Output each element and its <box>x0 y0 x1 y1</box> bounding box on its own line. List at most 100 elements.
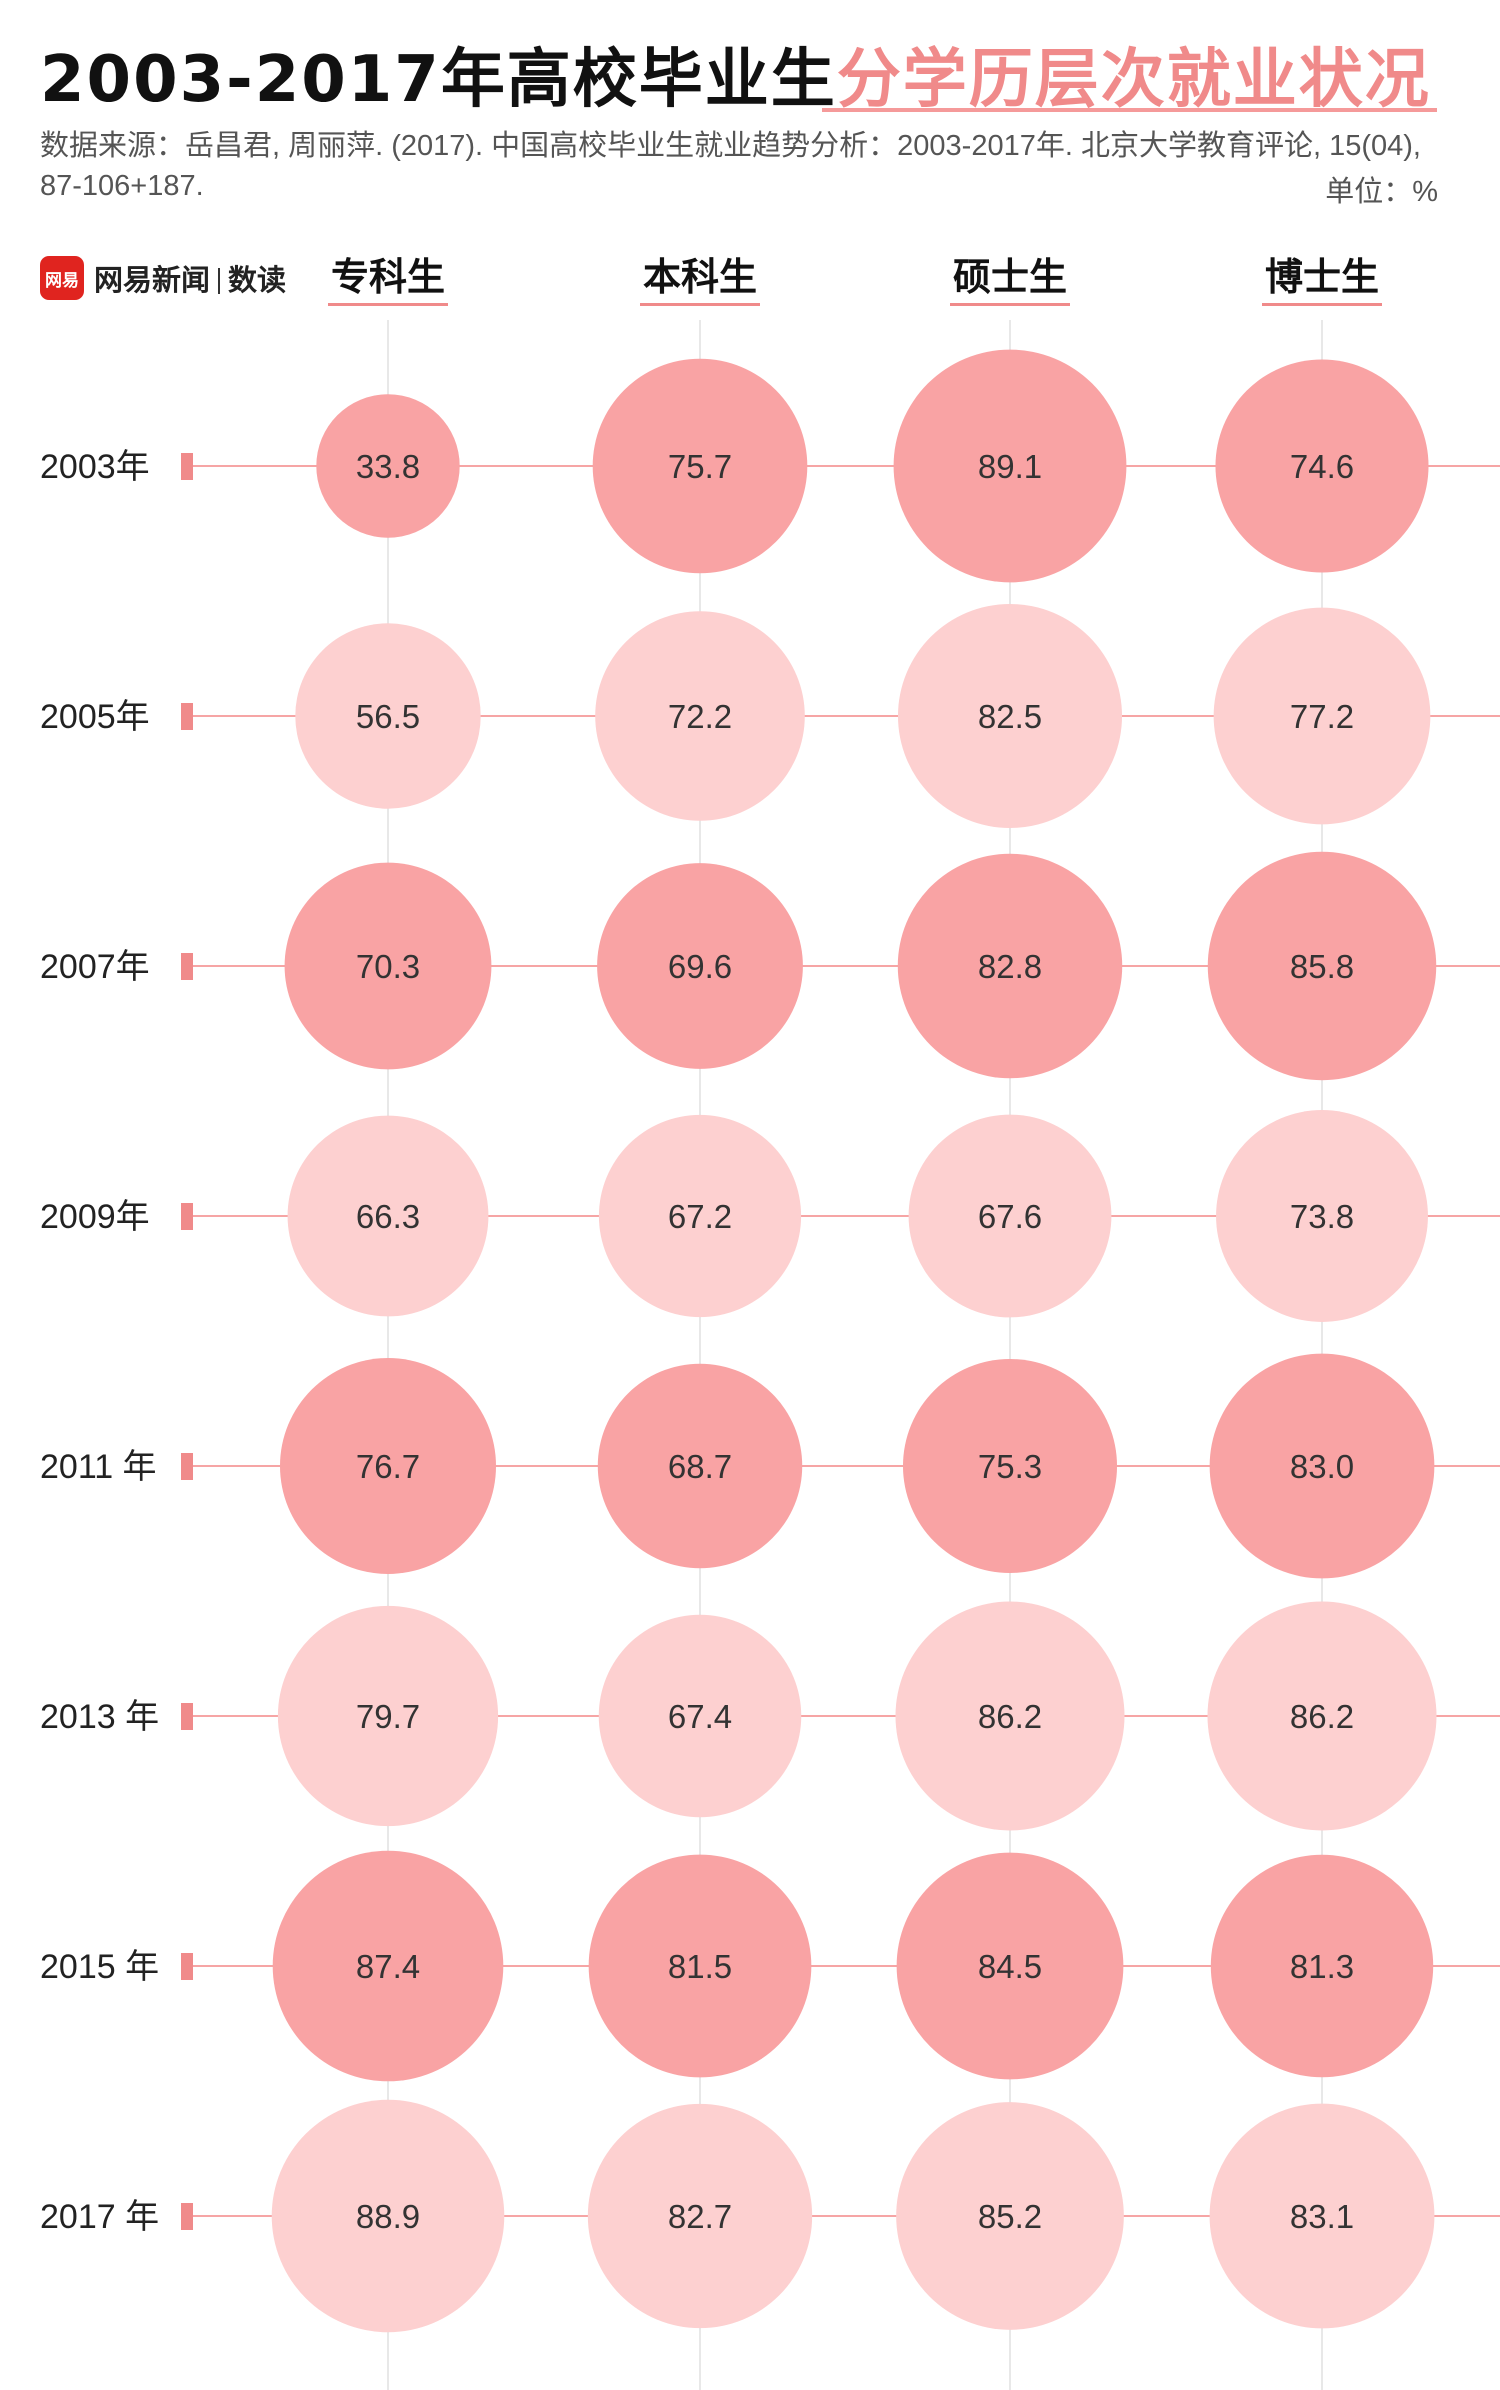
bubble <box>1215 359 1429 573</box>
bubble <box>592 358 808 574</box>
year-marker-8 <box>181 2203 193 2230</box>
value-label: 81.3 <box>1290 1948 1354 1985</box>
value-label: 83.1 <box>1290 2198 1354 2235</box>
value-label: 75.3 <box>978 1448 1042 1485</box>
value-label: 76.7 <box>356 1448 420 1485</box>
value-label: 79.7 <box>356 1698 420 1735</box>
bubble <box>272 1850 504 2082</box>
title-underline <box>822 108 1437 112</box>
title-highlight: 分学历层次就业状况 <box>836 43 1431 117</box>
brand-section: 数读 <box>228 263 287 297</box>
value-label: 77.2 <box>1290 698 1354 735</box>
bubble <box>279 1357 497 1575</box>
bubble <box>897 603 1123 829</box>
unit-label: 单位：% <box>1325 176 1438 208</box>
value-label: 67.2 <box>668 1198 732 1235</box>
value-label: 56.5 <box>356 698 420 735</box>
year-label-6: 2013 年 <box>40 1698 159 1736</box>
bubble <box>595 611 805 821</box>
value-label: 72.2 <box>668 698 732 735</box>
value-label: 66.3 <box>356 1198 420 1235</box>
value-label: 82.8 <box>978 948 1042 985</box>
value-label: 70.3 <box>356 948 420 985</box>
bubble <box>284 862 492 1070</box>
value-label: 33.8 <box>356 448 420 485</box>
bubble <box>896 2102 1124 2330</box>
value-label: 88.9 <box>356 2198 420 2235</box>
year-label-2: 2005年 <box>40 698 150 736</box>
value-label: 67.6 <box>978 1198 1042 1235</box>
bubble <box>277 1605 499 1827</box>
bubble <box>895 1601 1125 1831</box>
year-marker-1 <box>181 453 193 480</box>
bubble <box>1216 1110 1428 1322</box>
value-label: 86.2 <box>1290 1698 1354 1735</box>
bubble <box>1210 1854 1434 2078</box>
value-label: 81.5 <box>668 1948 732 1985</box>
year-marker-2 <box>181 703 193 730</box>
column-header-underline-4 <box>1262 303 1382 306</box>
bubble <box>316 394 460 538</box>
bubble <box>897 853 1123 1079</box>
brand-separator <box>218 268 221 294</box>
year-marker-5 <box>181 1453 193 1480</box>
brand-text: 网易新闻 数读 <box>94 257 286 299</box>
value-label: 75.7 <box>668 448 732 485</box>
brand-name: 网易新闻 <box>94 263 211 297</box>
year-marker-7 <box>181 1953 193 1980</box>
value-label: 83.0 <box>1290 1448 1354 1485</box>
page-title: 2003-2017年高校毕业生分学历层次就业状况 <box>40 28 1431 118</box>
year-label-5: 2011 年 <box>40 1448 157 1486</box>
bubble <box>597 1363 803 1569</box>
year-label-4: 2009年 <box>40 1198 150 1236</box>
column-header-2: 本科生 <box>643 255 757 299</box>
value-label: 82.7 <box>668 2198 732 2235</box>
value-label: 86.2 <box>978 1698 1042 1735</box>
year-label-7: 2015 年 <box>40 1948 159 1986</box>
column-header-3: 硕士生 <box>953 255 1067 299</box>
value-label: 69.6 <box>668 948 732 985</box>
netease-logo-icon: 网易 <box>40 256 84 300</box>
value-label: 85.8 <box>1290 948 1354 985</box>
column-header-underline-1 <box>328 303 448 306</box>
value-label: 68.7 <box>668 1448 732 1485</box>
bubble <box>598 1114 802 1318</box>
value-label: 85.2 <box>978 2198 1042 2235</box>
year-marker-6 <box>181 1703 193 1730</box>
bubble <box>896 1852 1124 2080</box>
bubble <box>588 1854 812 2078</box>
year-label-3: 2007年 <box>40 948 150 986</box>
bubble <box>1207 1601 1437 1831</box>
value-label: 87.4 <box>356 1948 420 1985</box>
year-marker-4 <box>181 1203 193 1230</box>
column-header-4: 博士生 <box>1265 255 1379 299</box>
bubble <box>295 623 481 809</box>
bubble <box>1209 2103 1435 2329</box>
year-label-8: 2017 年 <box>40 2198 159 2236</box>
bubble <box>902 1358 1118 1574</box>
column-header-1: 专科生 <box>331 255 445 299</box>
value-label: 74.6 <box>1290 448 1354 485</box>
value-label: 67.4 <box>668 1698 732 1735</box>
value-label: 73.8 <box>1290 1198 1354 1235</box>
value-label: 82.5 <box>978 698 1042 735</box>
bubble <box>908 1114 1112 1318</box>
data-source: 数据来源：岳昌君, 周丽萍. (2017). 中国高校毕业生就业趋势分析：200… <box>40 130 1421 202</box>
bubble <box>271 2099 505 2333</box>
bubble <box>597 863 803 1069</box>
value-label: 89.1 <box>978 448 1042 485</box>
value-label: 84.5 <box>978 1948 1042 1985</box>
column-header-underline-3 <box>950 303 1070 306</box>
bubble <box>1209 1353 1435 1579</box>
bubble <box>287 1115 489 1317</box>
year-label-1: 2003年 <box>40 448 150 486</box>
bubble <box>598 1614 802 1818</box>
title-main: 2003-2017年高校毕业生 <box>40 43 837 117</box>
bubble <box>587 2103 813 2329</box>
bubble <box>1207 851 1437 1081</box>
bubble <box>893 349 1127 583</box>
bubble <box>1213 607 1431 825</box>
brand-logo: 网易 网易新闻 数读 <box>40 256 286 300</box>
year-marker-3 <box>181 953 193 980</box>
